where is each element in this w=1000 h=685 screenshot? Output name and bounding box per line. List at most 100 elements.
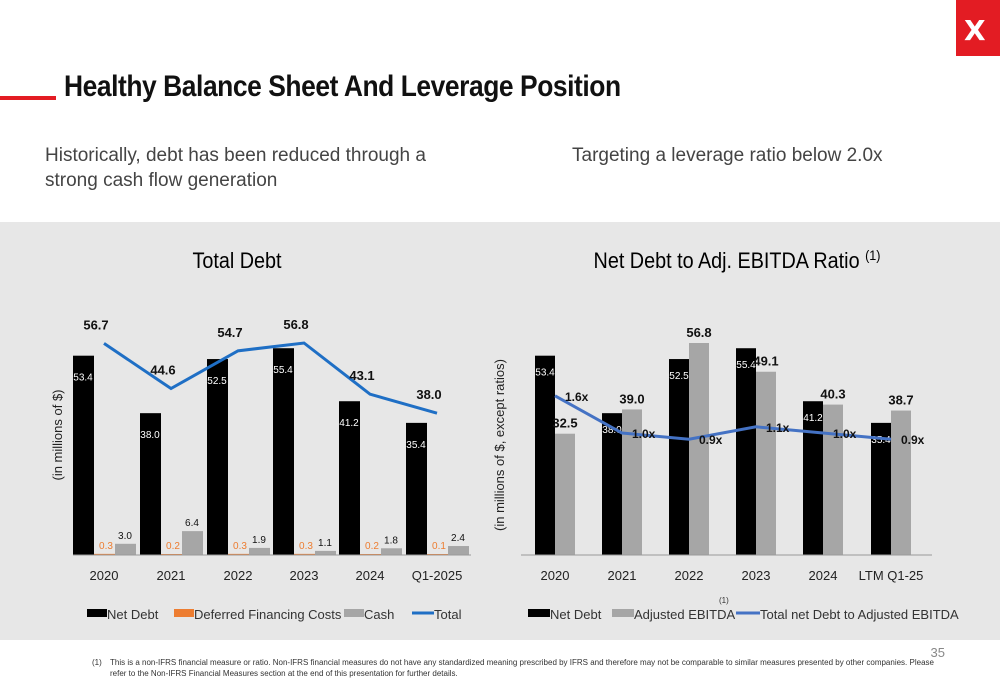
leverage-ratio-label: 1.0x xyxy=(833,427,857,441)
adjusted-ebitda-bar xyxy=(689,343,709,555)
cash-bar xyxy=(115,543,136,555)
adjusted-ebitda-label: 49.1 xyxy=(753,354,778,369)
chart1-category-label: 2022 xyxy=(224,568,253,583)
net-debt-bar xyxy=(273,348,294,555)
chart2-category-label: 2022 xyxy=(675,568,704,583)
net-debt-label: 55.4 xyxy=(273,365,293,376)
chart1-category-label: 2021 xyxy=(157,568,186,583)
chart2-ylabel: (in millions of $, except ratios) xyxy=(492,359,507,531)
cash-label: 3.0 xyxy=(118,531,132,542)
leverage-ratio-label: 1.6x xyxy=(565,390,589,404)
net-debt-bar xyxy=(669,359,689,555)
leverage-ratio-line xyxy=(554,394,892,441)
net-debt-bar xyxy=(871,422,891,555)
page-title: Healthy Balance Sheet And Leverage Posit… xyxy=(64,70,621,103)
chart1-category-label: Q1-2025 xyxy=(412,568,463,583)
chart2-category-label: LTM Q1-25 xyxy=(859,568,924,583)
chart2-legend-label: Adjusted EBITDA xyxy=(634,607,735,622)
total-label: 44.6 xyxy=(150,363,175,378)
chart1-category-label: 2023 xyxy=(290,568,319,583)
net-debt-label: 41.2 xyxy=(339,418,359,429)
total-label: 43.1 xyxy=(349,368,374,383)
net-debt-bar xyxy=(535,355,555,555)
cash-label: 2.4 xyxy=(451,533,465,544)
cash-label: 1.9 xyxy=(252,535,266,546)
chart1-category-label: 2020 xyxy=(90,568,119,583)
chart2-legend-label: Net Debt xyxy=(550,607,602,622)
deferred-financing-label: 0.3 xyxy=(299,541,313,552)
net-debt-bar xyxy=(73,355,94,555)
chart2-category-label: 2021 xyxy=(608,568,637,583)
deferred-financing-bar xyxy=(294,553,315,555)
adjusted-ebitda-label: 32.5 xyxy=(552,416,577,431)
cash-label: 6.4 xyxy=(185,518,199,529)
net-debt-bar xyxy=(140,413,161,555)
adjusted-ebitda-label: 39.0 xyxy=(619,391,644,406)
deferred-financing-bar xyxy=(228,553,249,555)
page-number: 35 xyxy=(930,645,945,660)
chart2-legend-superscript: (1) xyxy=(719,596,729,605)
net-debt-label: 53.4 xyxy=(535,368,555,379)
leverage-ratio-label: 1.0x xyxy=(632,427,656,441)
chart1-title: Total Debt xyxy=(192,249,281,273)
chart1-legend-swatch xyxy=(174,609,194,617)
chart1-legend-label: Deferred Financing Costs xyxy=(194,607,342,622)
adjusted-ebitda-bar xyxy=(555,433,575,555)
logo-mark: X xyxy=(964,14,986,47)
adjusted-ebitda-bar xyxy=(823,404,843,555)
leverage-ratio-label: 0.9x xyxy=(699,433,723,447)
cash-bar xyxy=(182,531,203,555)
cash-bar xyxy=(249,547,270,555)
deferred-financing-label: 0.3 xyxy=(99,541,113,552)
chart2-category-label: 2023 xyxy=(742,568,771,583)
adjusted-ebitda-label: 38.7 xyxy=(888,393,913,408)
deferred-financing-label: 0.2 xyxy=(365,541,379,552)
total-label: 54.7 xyxy=(217,325,242,340)
net-debt-bar xyxy=(207,359,228,555)
deferred-financing-label: 0.3 xyxy=(233,541,247,552)
subtitle-left: Historically, debt has been reduced thro… xyxy=(45,145,426,191)
cash-bar xyxy=(448,546,469,555)
chart2-legend-swatch xyxy=(528,609,550,617)
net-debt-bar xyxy=(803,401,823,555)
adjusted-ebitda-bar xyxy=(756,371,776,555)
net-debt-label: 38.0 xyxy=(602,425,622,436)
deferred-financing-label: 0.1 xyxy=(432,541,446,552)
chart1-legend-label: Net Debt xyxy=(107,607,159,622)
net-debt-bar xyxy=(602,413,622,555)
leverage-ratio-label: 1.1x xyxy=(766,421,790,435)
total-line xyxy=(103,341,438,415)
deferred-financing-bar xyxy=(94,553,115,555)
cash-bar xyxy=(315,550,336,555)
leverage-ratio-label: 0.9x xyxy=(901,433,925,447)
net-debt-label: 52.5 xyxy=(669,371,689,382)
adjusted-ebitda-label: 40.3 xyxy=(820,387,845,402)
adjusted-ebitda-label: 56.8 xyxy=(686,325,711,340)
net-debt-label: 35.4 xyxy=(406,440,426,451)
title-accent-rule xyxy=(0,96,56,100)
cash-label: 1.1 xyxy=(318,538,332,549)
chart1-category-label: 2024 xyxy=(356,568,385,583)
net-debt-bar xyxy=(339,401,360,555)
net-debt-label: 35.4 xyxy=(871,435,891,446)
net-debt-label: 55.4 xyxy=(736,360,756,371)
chart2-title-superscript: (1) xyxy=(865,247,880,263)
chart1-legend-label: Total xyxy=(434,607,462,622)
total-label: 56.8 xyxy=(283,317,308,332)
chart2-legend-label: Total net Debt to Adjusted EBITDA xyxy=(760,607,959,622)
cash-bar xyxy=(381,548,402,555)
chart2-category-label: 2020 xyxy=(541,568,570,583)
footnote-text: This is a non-IFRS financial measure or … xyxy=(110,658,934,678)
footnote-marker: (1) xyxy=(92,658,102,667)
adjusted-ebitda-bar xyxy=(891,410,911,555)
net-debt-label: 52.5 xyxy=(207,376,227,387)
chart1-ylabel: (in millions of $) xyxy=(50,389,65,480)
chart2-legend-swatch xyxy=(612,609,634,617)
deferred-financing-label: 0.2 xyxy=(166,541,180,552)
total-label: 56.7 xyxy=(83,317,108,332)
company-logo: X xyxy=(956,0,1000,56)
adjusted-ebitda-bar xyxy=(622,409,642,555)
charts-svg: Total Debt (in millions of $) 53.4 0.3 3.0 20… xyxy=(50,247,959,622)
chart2-category-label: 2024 xyxy=(809,568,838,583)
net-debt-label: 38.0 xyxy=(140,430,160,441)
